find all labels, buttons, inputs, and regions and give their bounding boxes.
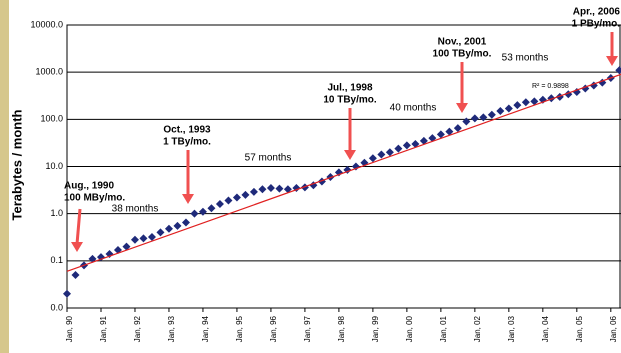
data-point	[249, 187, 258, 196]
y-tick-label: 100.0	[40, 114, 63, 124]
x-tick-label: Jan, 96	[269, 315, 278, 342]
x-tick-label: Jan, 90	[65, 315, 74, 342]
data-point	[419, 136, 428, 145]
annotation-arrowhead	[182, 194, 194, 204]
data-point	[275, 184, 284, 193]
data-point	[283, 185, 292, 194]
x-tick-label: Jan, 00	[405, 315, 414, 342]
x-tick-label: Jan, 97	[303, 315, 312, 342]
x-tick-label: Jan, 92	[133, 315, 142, 342]
y-axis-label: Terabytes / month	[9, 109, 24, 220]
x-tick-label: Jan, 94	[201, 315, 210, 342]
data-point	[224, 196, 233, 205]
data-point	[63, 289, 71, 298]
data-point	[487, 110, 496, 119]
duration-label: 57 months	[245, 153, 292, 164]
data-point	[258, 185, 267, 194]
data-point	[470, 114, 479, 123]
data-point	[139, 234, 148, 243]
x-tick-label: Jan, 04	[541, 315, 550, 342]
data-point	[496, 107, 505, 116]
x-tick-label: Jan, 93	[167, 315, 176, 342]
data-point	[130, 235, 139, 244]
annotation-arrowhead	[606, 56, 618, 66]
annotation-text: Jul., 1998	[327, 83, 372, 94]
data-point	[368, 154, 377, 163]
data-point	[411, 139, 420, 148]
data-point	[156, 228, 165, 237]
x-tick-label: Jan, 98	[337, 315, 346, 342]
annotation-text: Aug., 1990	[64, 181, 114, 192]
annotation-text: 100 MBy/mo.	[64, 193, 125, 204]
trend-line	[66, 73, 621, 272]
annotation-text: 100 TBy/mo.	[433, 49, 492, 60]
data-point	[122, 242, 131, 251]
r-squared: R² = 0.9898	[532, 83, 569, 90]
annotation-text: 1 TBy/mo.	[163, 137, 211, 148]
x-tick-label: Jan, 02	[473, 315, 482, 342]
y-tick-label: 1.0	[50, 208, 63, 218]
data-point	[453, 124, 462, 133]
data-point	[394, 144, 403, 153]
annotation-text: 10 TBy/mo.	[323, 95, 377, 106]
y-tick-label: 0.1	[50, 255, 63, 265]
data-point	[615, 66, 621, 75]
data-point	[462, 117, 471, 126]
data-point	[572, 87, 581, 96]
data-point	[402, 141, 411, 150]
data-point	[479, 113, 488, 122]
data-point	[88, 254, 97, 263]
data-point	[190, 209, 199, 218]
annotation-text: Apr., 2006	[573, 7, 621, 18]
x-tick-label: Jan, 95	[235, 315, 244, 342]
x-tick-label: Jan, 99	[371, 315, 380, 342]
annotation-text: Oct., 1993	[163, 125, 211, 136]
data-point	[266, 184, 275, 193]
y-tick-label: 0.0	[50, 302, 63, 312]
x-tick-label: Jan, 91	[99, 315, 108, 342]
data-point	[215, 200, 224, 209]
data-point	[181, 218, 190, 227]
annotation-arrowhead	[71, 242, 83, 252]
data-point	[530, 97, 539, 106]
y-tick-label: 10.0	[45, 161, 63, 171]
y-tick-label: 1000.0	[35, 67, 63, 77]
y-tick-label: 10000.0	[30, 19, 63, 29]
x-tick-label: Jan, 01	[439, 315, 448, 342]
data-point	[164, 224, 173, 233]
data-point	[173, 221, 182, 230]
data-point	[71, 271, 80, 280]
data-point	[241, 190, 250, 199]
data-point	[513, 101, 522, 110]
data-point	[198, 207, 207, 216]
side-strip	[0, 0, 9, 353]
data-point	[445, 127, 454, 136]
annotation-text: Nov., 2001	[438, 37, 487, 48]
data-point	[207, 204, 216, 213]
data-point	[377, 150, 386, 159]
data-point	[232, 193, 241, 202]
data-point	[147, 233, 156, 242]
annotation-arrowhead	[456, 103, 468, 113]
x-tick-label: Jan, 06	[609, 315, 618, 342]
data-point	[385, 148, 394, 157]
duration-label: 53 months	[502, 53, 549, 64]
x-tick-label: Jan, 03	[507, 315, 516, 342]
data-point	[504, 104, 513, 113]
annotation-arrowhead	[344, 150, 356, 160]
x-tick-label: Jan, 05	[575, 315, 584, 342]
data-point	[521, 98, 530, 107]
duration-label: 38 months	[112, 204, 159, 215]
data-point	[436, 130, 445, 139]
duration-label: 40 months	[390, 103, 437, 114]
annotation-text: 1 PBy/mo.	[572, 19, 621, 30]
annotation-arrow	[75, 208, 82, 245]
